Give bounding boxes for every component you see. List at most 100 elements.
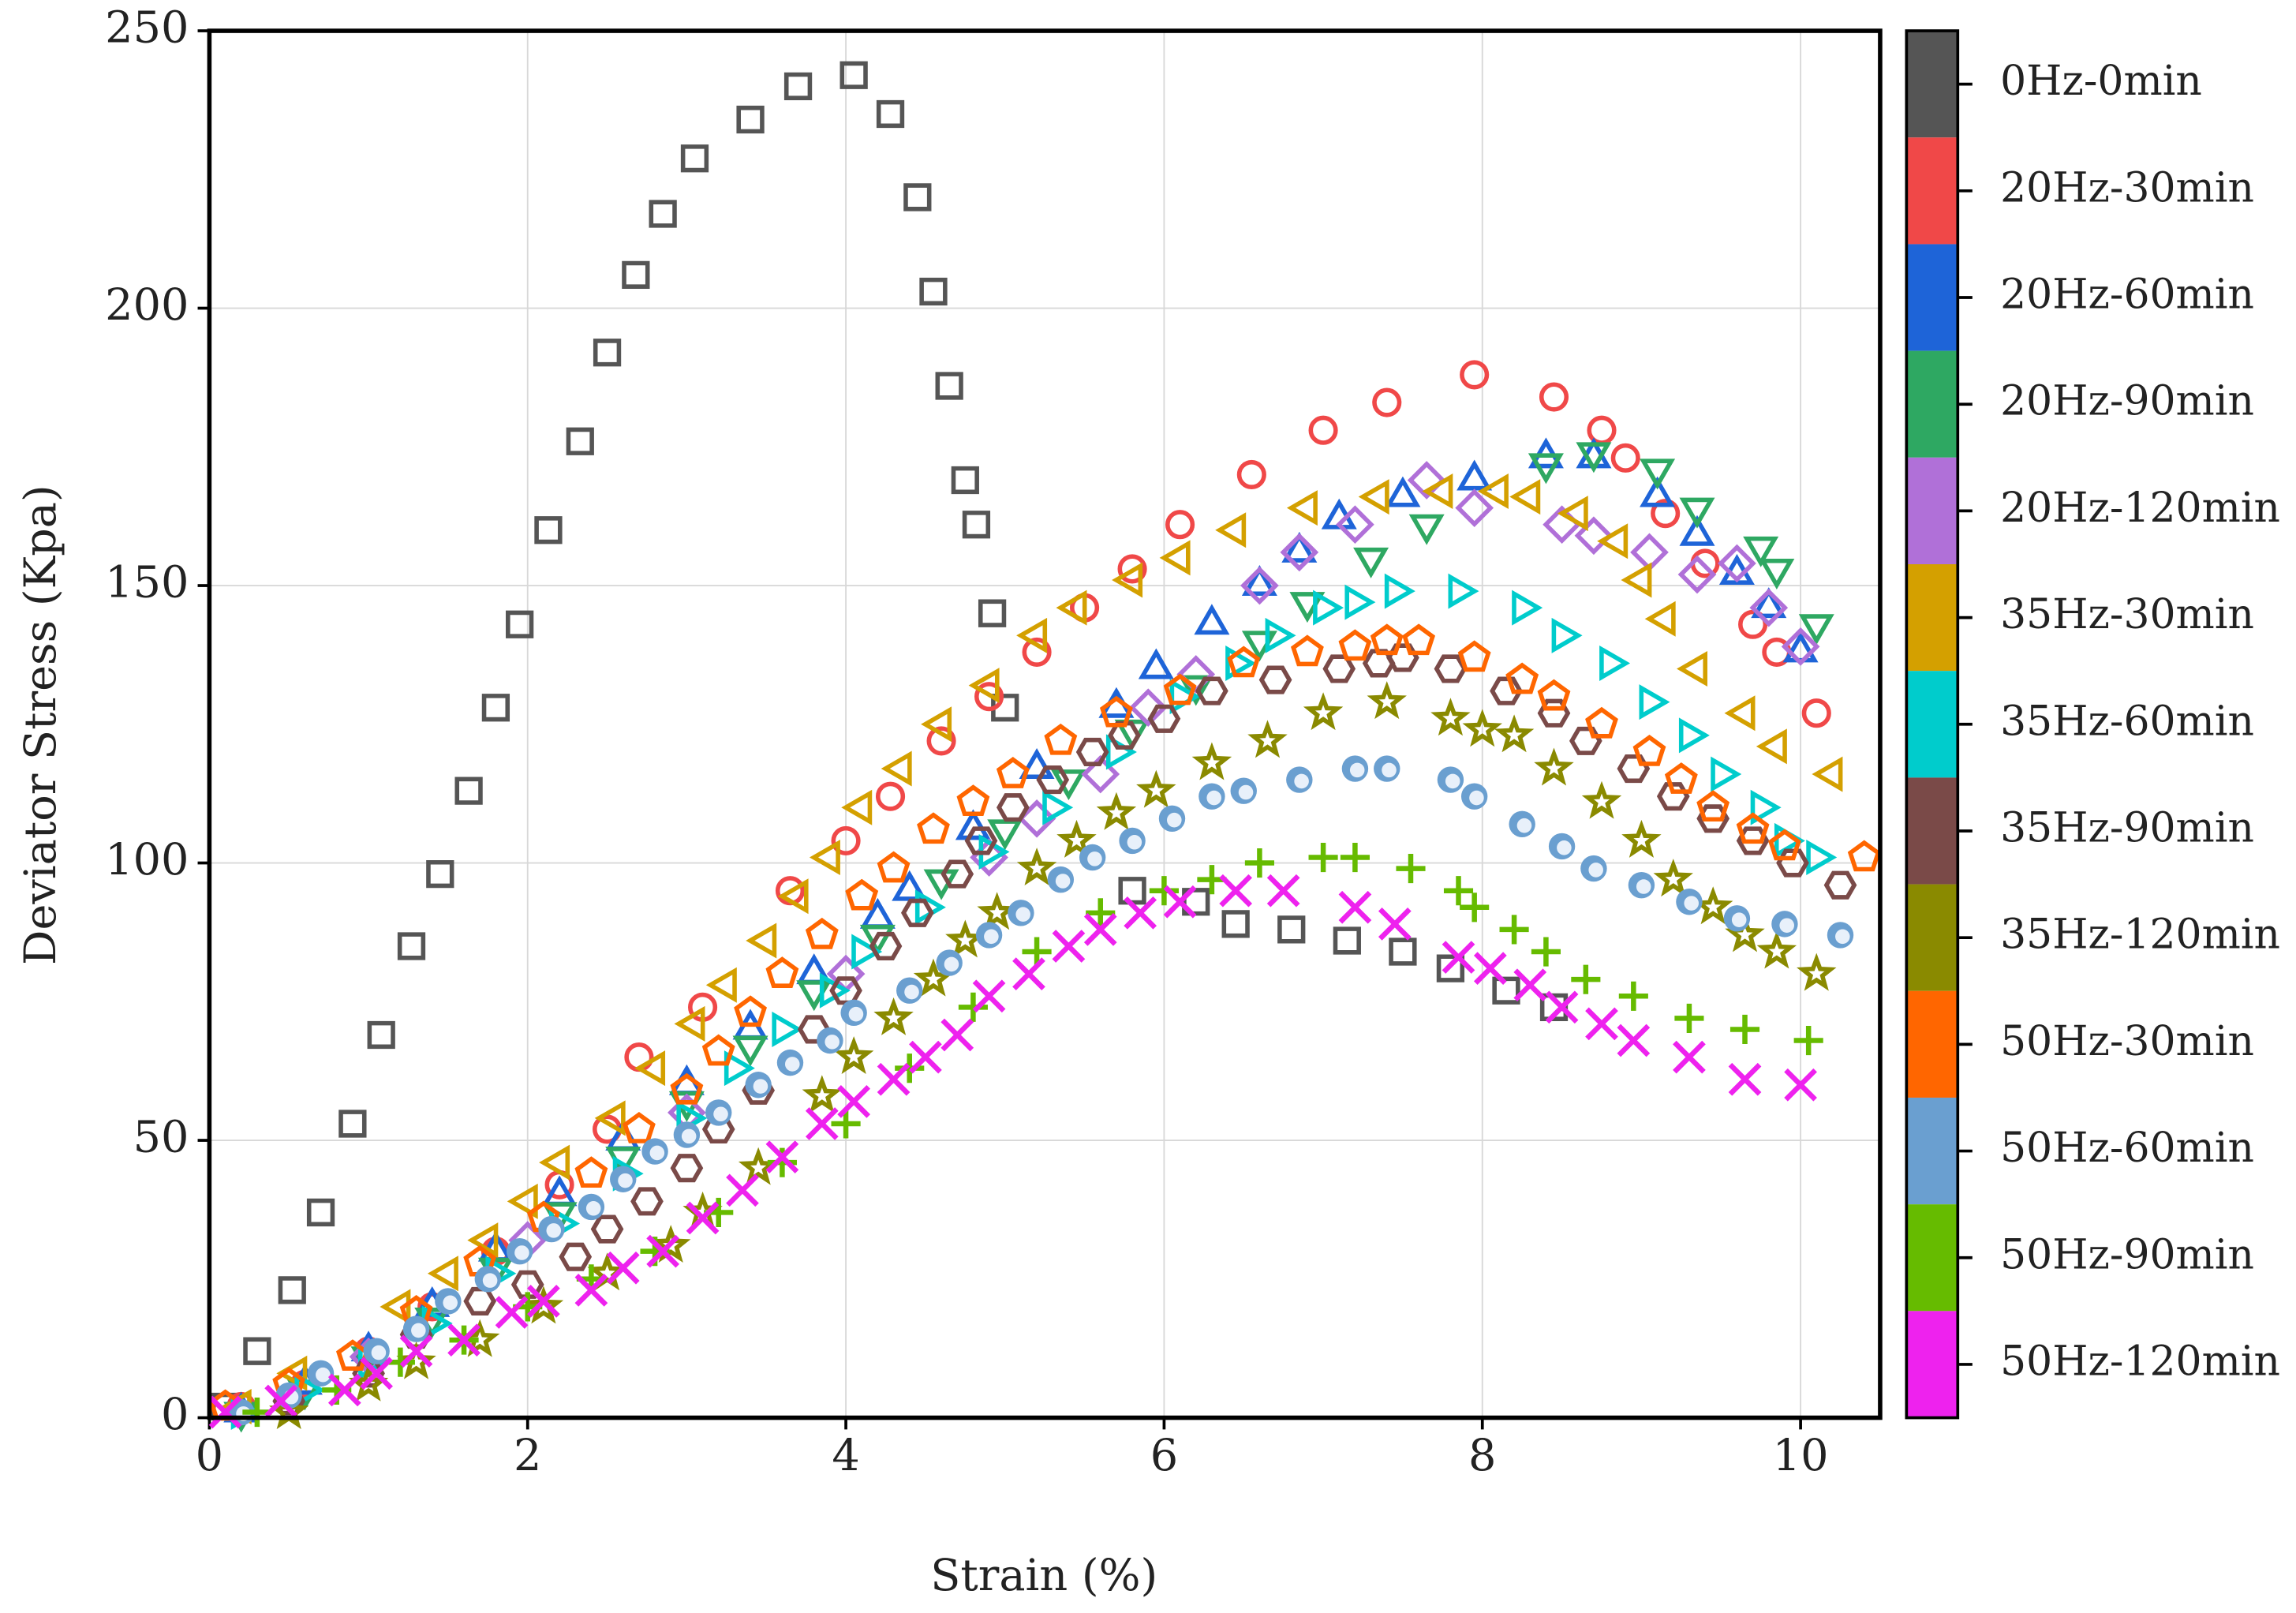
point — [1402, 623, 1436, 656]
point — [1640, 476, 1676, 507]
point — [363, 1338, 390, 1364]
point — [809, 840, 840, 876]
point — [962, 511, 991, 539]
legend-swatch — [1906, 350, 1958, 458]
point — [873, 997, 914, 1035]
point — [1457, 640, 1491, 672]
point — [1303, 692, 1344, 731]
series — [211, 61, 1569, 1421]
point — [1178, 675, 1214, 706]
point-highlight — [1835, 929, 1850, 945]
point — [426, 859, 454, 889]
point — [1644, 601, 1676, 637]
point — [1543, 505, 1581, 545]
point — [1036, 765, 1070, 795]
point — [527, 1285, 560, 1318]
point — [380, 1289, 411, 1325]
point — [539, 1144, 570, 1181]
point — [688, 992, 718, 1022]
point — [831, 1109, 861, 1139]
point — [534, 516, 563, 545]
point — [587, 1252, 627, 1291]
point — [360, 1357, 393, 1390]
point — [900, 898, 934, 927]
point — [1711, 756, 1742, 792]
x-tick-label: 0 — [196, 1430, 223, 1481]
point — [772, 1011, 803, 1047]
point — [1462, 709, 1502, 747]
point — [726, 1173, 759, 1207]
point — [1490, 676, 1523, 705]
point — [701, 1034, 735, 1066]
point-highlight — [618, 1173, 633, 1188]
y-tick-label: 200 — [105, 279, 189, 331]
point — [1610, 443, 1640, 473]
point — [1247, 720, 1288, 758]
point — [1545, 990, 1579, 1024]
x-tick-label: 4 — [832, 1430, 859, 1481]
y-tick-label: 50 — [133, 1112, 189, 1163]
point — [1240, 566, 1279, 605]
point — [978, 599, 1007, 627]
point — [646, 1234, 680, 1268]
point — [606, 1251, 640, 1285]
legend-label: 50Hz-120min — [2000, 1338, 2280, 1385]
point — [1679, 497, 1715, 529]
point — [1674, 1003, 1704, 1033]
point — [1729, 1014, 1760, 1045]
point — [1756, 728, 1787, 765]
point — [1690, 548, 1720, 578]
point — [1158, 805, 1186, 833]
point-highlight — [649, 1145, 665, 1161]
point — [1056, 589, 1087, 626]
point — [1743, 536, 1779, 567]
point — [523, 1286, 564, 1324]
point — [1580, 855, 1607, 882]
point — [1639, 684, 1670, 720]
point — [1823, 870, 1857, 900]
point — [877, 851, 911, 883]
point — [1736, 812, 1770, 844]
point — [397, 932, 426, 960]
point — [208, 1395, 242, 1429]
point — [945, 919, 985, 958]
point — [1047, 866, 1075, 893]
point — [1812, 756, 1843, 792]
point — [463, 1286, 497, 1315]
point-highlight — [546, 1223, 562, 1238]
point — [1225, 645, 1257, 681]
point — [841, 789, 873, 825]
point — [624, 1042, 654, 1072]
point — [1724, 695, 1756, 732]
point — [1537, 698, 1571, 728]
point — [1012, 957, 1045, 990]
point — [651, 1225, 691, 1263]
legend-label: 35Hz-90min — [2000, 804, 2254, 851]
point — [1236, 459, 1266, 489]
point — [1194, 604, 1230, 635]
point — [1079, 844, 1106, 871]
point — [566, 427, 594, 455]
plot-frame — [207, 28, 1883, 1420]
x-axis-title: Strain (%) — [930, 1550, 1157, 1601]
point — [306, 1198, 335, 1227]
point — [1827, 922, 1854, 949]
point — [876, 99, 905, 129]
point — [940, 859, 974, 889]
point — [1531, 937, 1561, 967]
point — [1640, 458, 1676, 490]
point — [1370, 623, 1404, 656]
point — [507, 1183, 538, 1219]
point — [955, 809, 991, 840]
point — [919, 277, 948, 306]
point — [1692, 886, 1733, 925]
point — [1537, 679, 1571, 711]
legend-swatch — [1906, 244, 1958, 351]
point — [1016, 617, 1048, 653]
point — [840, 999, 867, 1027]
point — [1163, 673, 1197, 705]
point — [1696, 790, 1730, 822]
point — [506, 610, 534, 638]
point-highlight — [681, 1128, 697, 1144]
point-highlight — [1469, 790, 1484, 806]
